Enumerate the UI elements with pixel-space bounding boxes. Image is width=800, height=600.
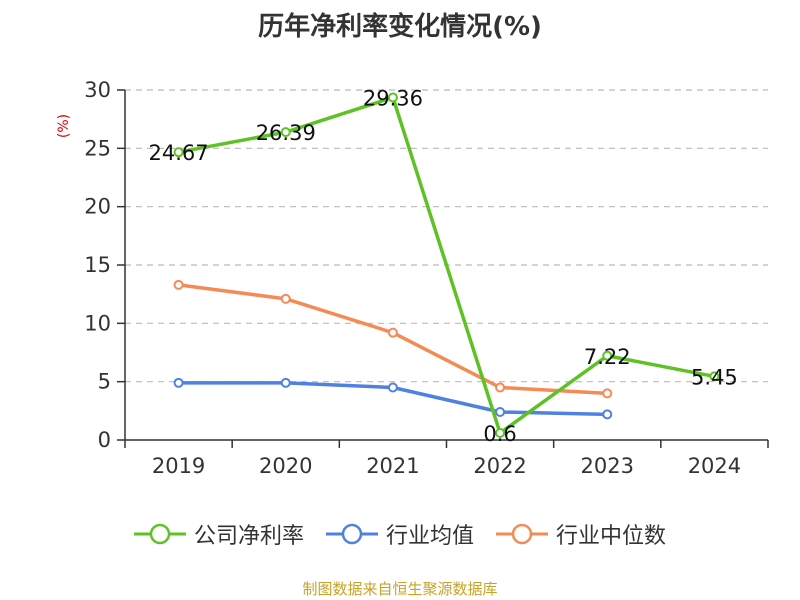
data-point[interactable] — [709, 371, 720, 382]
data-label: 29.36 — [363, 86, 423, 110]
x-tick-label: 2024 — [688, 454, 741, 478]
legend-label: 行业均值 — [385, 524, 474, 549]
legend-item-company-net-margin[interactable]: 公司净利率 — [133, 518, 304, 550]
y-tick-label: 5 — [98, 370, 111, 394]
legend: 公司净利率 行业均值 行业中位数 — [0, 518, 800, 550]
grid-lines — [125, 89, 768, 383]
data-point[interactable] — [387, 92, 398, 103]
data-point[interactable] — [173, 279, 184, 290]
data-point[interactable] — [280, 377, 291, 388]
axes: 0 5 10 15 20 25 30 2019 2020 2021 2022 2023 2024 — [84, 78, 769, 478]
data-point[interactable] — [173, 377, 184, 388]
x-tick-label: 2020 — [259, 454, 312, 478]
source-note: 制图数据来自恒生聚源数据库 — [302, 580, 498, 598]
data-label: 0.6 — [483, 422, 516, 446]
x-tick-label: 2022 — [473, 454, 526, 478]
data-point[interactable] — [495, 428, 506, 438]
y-tick-label: 10 — [84, 311, 111, 335]
data-point[interactable] — [602, 350, 613, 361]
x-tick-label: 2019 — [152, 454, 205, 478]
data-label: 5.45 — [691, 365, 738, 389]
y-tick-label: 20 — [84, 195, 111, 219]
data-point[interactable] — [387, 327, 398, 338]
data-point[interactable] — [280, 127, 291, 138]
series-lines — [173, 92, 720, 438]
data-point[interactable] — [280, 293, 291, 304]
legend-swatch-orange — [496, 523, 548, 545]
data-labels: 24.67 26.39 29.36 0.6 7.22 5.45 — [149, 86, 738, 446]
legend-swatch-blue — [325, 523, 378, 545]
y-axis-unit-label: (%) — [56, 114, 72, 138]
y-tick-label: 30 — [84, 78, 111, 102]
legend-item-industry-median[interactable]: 行业中位数 — [496, 518, 666, 550]
data-point[interactable] — [602, 409, 613, 420]
chart-title: 历年净利率变化情况(%) — [258, 12, 542, 42]
legend-item-industry-mean[interactable]: 行业均值 — [325, 518, 474, 550]
data-point[interactable] — [387, 382, 398, 393]
y-tick-label: 0 — [98, 428, 111, 452]
data-point[interactable] — [602, 388, 613, 399]
x-tick-label: 2023 — [581, 454, 634, 478]
data-label: 26.39 — [256, 121, 316, 145]
legend-label: 公司净利率 — [193, 524, 304, 549]
series-line — [178, 283, 608, 396]
y-tick-label: 15 — [84, 253, 111, 277]
y-tick-label: 25 — [84, 136, 111, 160]
data-label: 24.67 — [149, 141, 209, 165]
data-label: 7.22 — [584, 345, 631, 369]
series-line — [178, 95, 715, 435]
x-tick-label: 2021 — [366, 454, 419, 478]
data-point[interactable] — [173, 147, 184, 158]
data-point[interactable] — [495, 382, 506, 393]
legend-label: 行业中位数 — [556, 524, 667, 549]
legend-swatch-green — [133, 523, 186, 545]
data-point[interactable] — [495, 407, 506, 417]
